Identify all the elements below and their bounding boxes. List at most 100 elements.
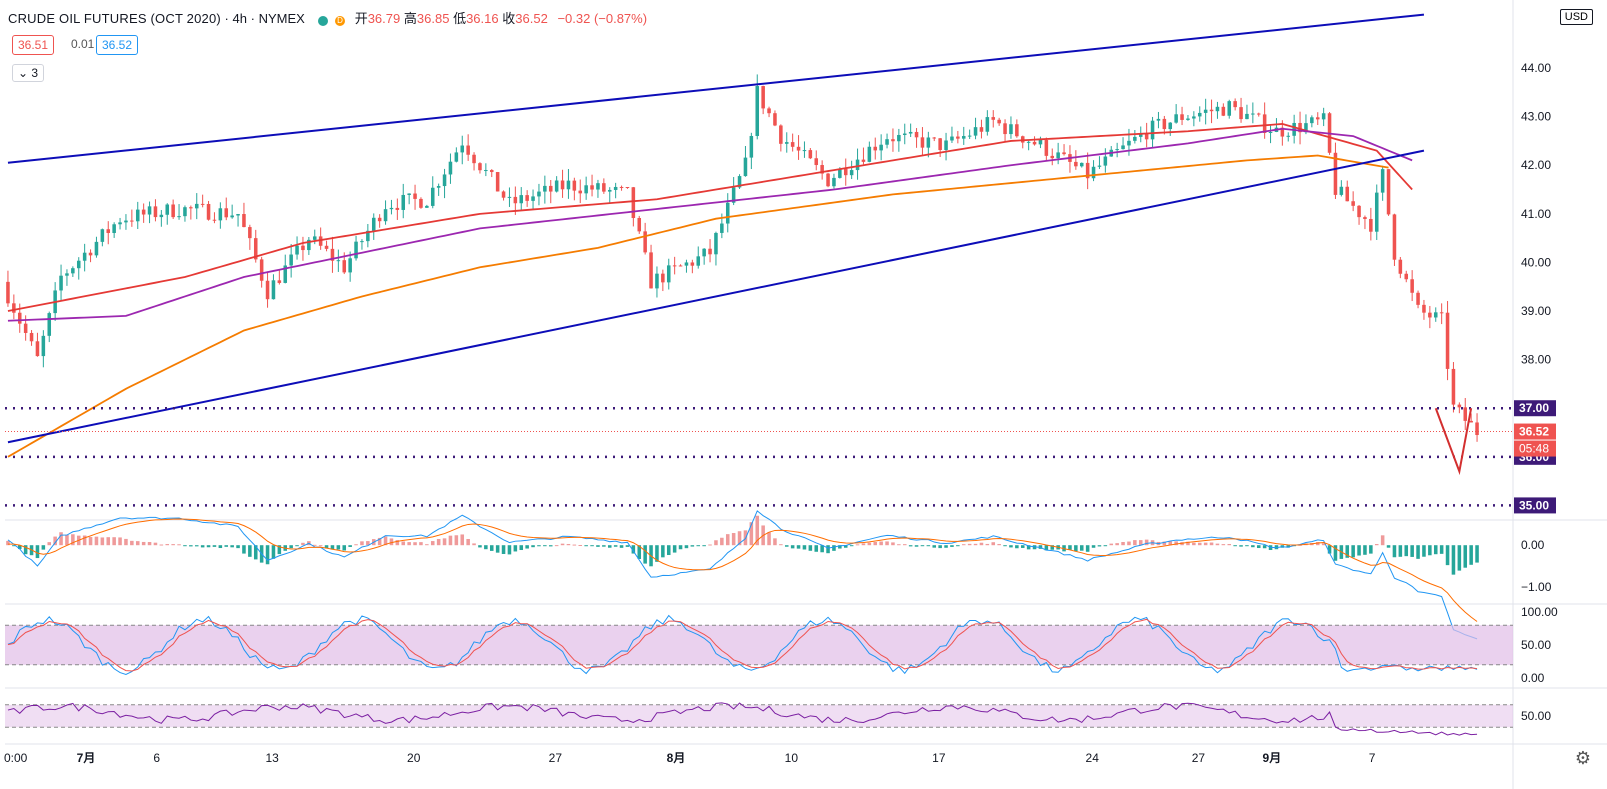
candle-body	[944, 140, 948, 150]
low-label: 低	[453, 11, 466, 26]
macd-histogram-bar	[980, 543, 984, 545]
candle-body	[266, 281, 270, 299]
candle-body	[791, 142, 795, 147]
time-tick-label: 7月	[77, 751, 96, 765]
candle-body	[177, 216, 181, 217]
gear-icon[interactable]: ⚙	[1575, 748, 1591, 769]
candle-body	[691, 262, 695, 265]
macd-histogram-bar	[36, 545, 40, 558]
macd-histogram-bar	[1145, 540, 1149, 546]
candle-body	[844, 169, 848, 175]
candle-body	[201, 204, 205, 205]
ask-price[interactable]: 36.52	[96, 35, 138, 55]
candle-body	[1115, 149, 1119, 150]
candle-body	[295, 246, 299, 255]
candle-body	[1245, 114, 1249, 119]
candle-body	[643, 231, 647, 252]
macd-histogram-bar	[685, 545, 689, 548]
candle-body	[12, 303, 16, 312]
chart-canvas[interactable]: 44.0043.0042.0041.0040.0039.0038.000:00 7…	[0, 0, 1607, 789]
candle-body	[761, 86, 765, 108]
macd-histogram-bar	[797, 545, 801, 548]
candle-body	[431, 188, 435, 206]
candle-body	[1387, 169, 1391, 214]
candle-body	[714, 233, 718, 254]
macd-histogram-bar	[1227, 544, 1231, 545]
macd-histogram-bar	[732, 533, 736, 545]
candle-body	[378, 218, 382, 221]
macd-histogram-bar	[868, 543, 872, 546]
candle-body	[514, 197, 518, 203]
macd-histogram-bar	[714, 540, 718, 545]
macd-histogram-bar	[354, 544, 358, 545]
candle-body	[555, 180, 559, 191]
macd-histogram-bar	[295, 545, 299, 546]
macd-histogram-bar	[643, 545, 647, 563]
candle-body	[1216, 107, 1220, 111]
macd-histogram-bar	[1104, 545, 1108, 546]
candle-body	[425, 206, 429, 208]
candle-body	[1133, 137, 1137, 141]
candle-body	[696, 256, 700, 265]
macd-histogram-bar	[1428, 545, 1432, 555]
macd-histogram-bar	[584, 545, 588, 546]
candle-body	[549, 186, 553, 192]
candle-body	[419, 199, 423, 208]
macd-histogram-bar	[1475, 545, 1479, 562]
stochastic-tick-label: 50.00	[1521, 638, 1551, 652]
macd-histogram-bar	[301, 543, 305, 545]
bid-price[interactable]: 36.51	[12, 35, 54, 55]
macd-histogram-bar	[1469, 545, 1473, 565]
candle-body	[1446, 313, 1450, 369]
macd-histogram-bar	[502, 545, 506, 554]
macd-histogram-bar	[832, 545, 836, 551]
candle-body	[1192, 116, 1196, 118]
high-label: 高	[404, 11, 417, 26]
candle-body	[1469, 421, 1473, 423]
candle-body	[1198, 113, 1202, 117]
macd-histogram-bar	[1074, 545, 1078, 551]
candle-body	[956, 137, 960, 139]
symbol-name[interactable]: CRUDE OIL FUTURES (OCT 2020)	[8, 11, 221, 26]
candle-body	[1233, 101, 1237, 107]
macd-histogram-bar	[1351, 545, 1355, 557]
candle-body	[921, 137, 925, 147]
macd-histogram-bar	[118, 537, 122, 545]
currency-label[interactable]: USD	[1560, 9, 1593, 25]
macd-histogram-bar	[1127, 542, 1131, 546]
time-tick-label: 24	[1086, 751, 1100, 765]
candle-body	[809, 150, 813, 158]
candle-body	[1345, 187, 1349, 201]
price-tick-label: 41.00	[1521, 207, 1551, 221]
last-price-label: 36.52	[1519, 425, 1549, 439]
indicators-toggle-button[interactable]: ⌄ 3	[12, 64, 44, 82]
macd-histogram-bar	[702, 545, 706, 546]
macd-histogram-bar	[508, 545, 512, 554]
open-value: 36.79	[368, 11, 401, 26]
macd-histogram-bar	[401, 541, 405, 545]
candle-body	[826, 174, 830, 187]
interval-label[interactable]: 4h	[233, 11, 247, 26]
candle-body	[1458, 405, 1462, 408]
moving-average-line	[8, 129, 1412, 321]
macd-histogram-bar	[696, 545, 700, 546]
macd-histogram-bar	[460, 534, 464, 545]
macd-histogram-bar	[272, 545, 276, 559]
separator: ·	[251, 11, 255, 26]
candle-body	[1045, 140, 1049, 156]
candle-body	[59, 276, 63, 291]
macd-histogram-bar	[679, 545, 683, 549]
macd-histogram-bar	[171, 544, 175, 545]
separator: ·	[225, 11, 229, 26]
candle-body	[702, 249, 706, 257]
candle-body	[567, 181, 571, 190]
macd-histogram-bar	[608, 545, 612, 548]
candle-body	[390, 208, 394, 209]
candle-body	[720, 224, 724, 233]
macd-histogram-bar	[106, 537, 110, 545]
candle-body	[136, 210, 140, 222]
candle-body	[42, 336, 46, 356]
macd-histogram-bar	[319, 545, 323, 546]
macd-histogram-bar	[177, 544, 181, 545]
change-value: −0.32 (−0.87%)	[557, 11, 647, 26]
